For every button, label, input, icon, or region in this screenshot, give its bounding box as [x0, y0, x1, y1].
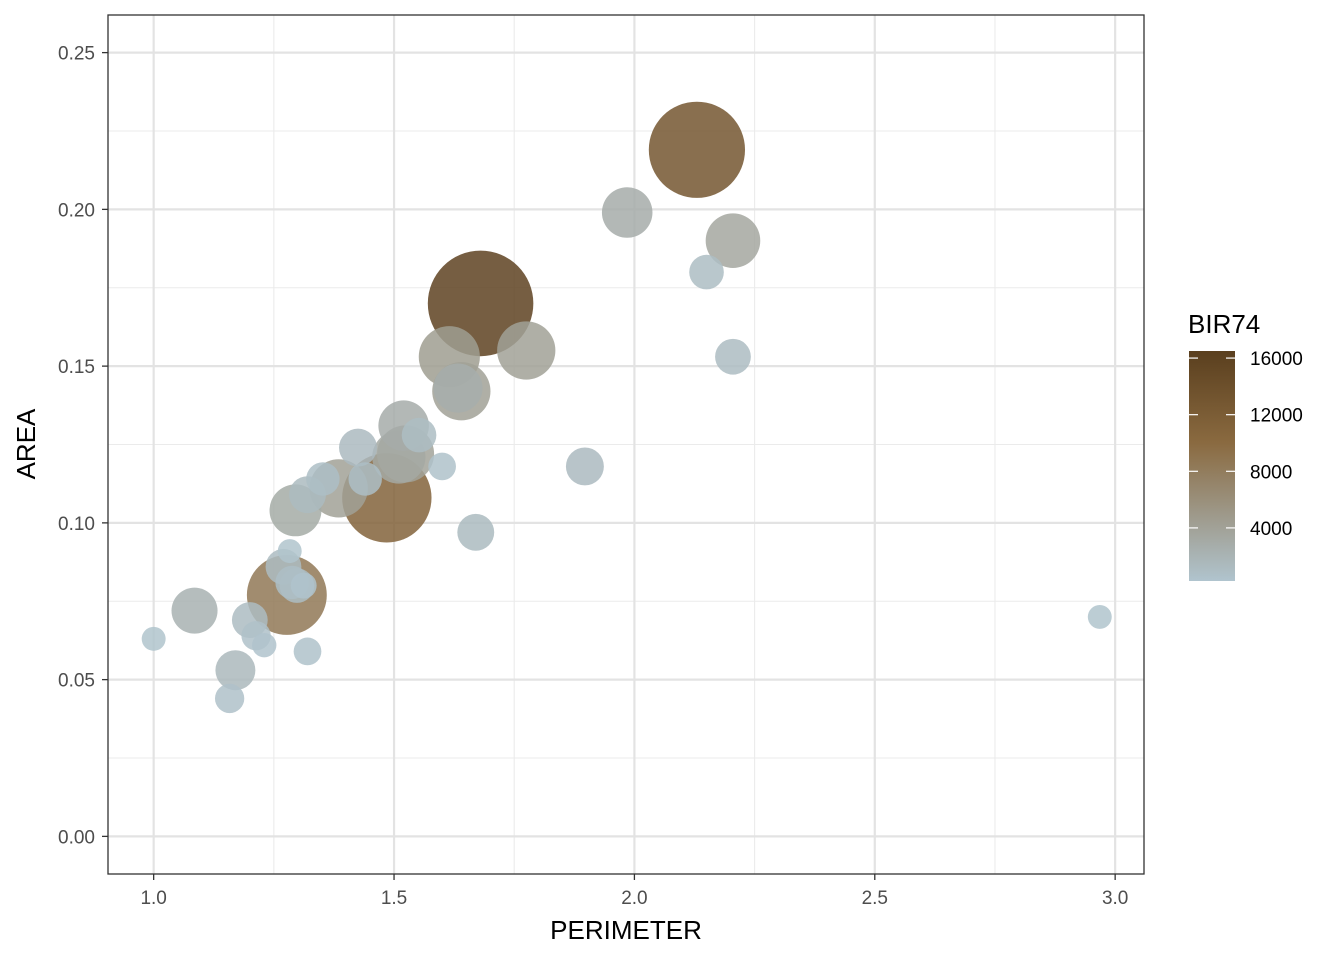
x-axis-title: PERIMETER [550, 915, 702, 945]
y-tick-label: 0.25 [58, 44, 95, 65]
legend-break-label: 16000 [1250, 349, 1303, 370]
y-tick-label: 0.15 [58, 357, 95, 378]
data-point [689, 254, 724, 290]
legend: BIR74 4000 8000 12000 16000 [1188, 309, 1303, 581]
data-point [306, 462, 340, 496]
data-point [277, 539, 302, 564]
data-point [348, 462, 382, 496]
legend-colorbar [1189, 351, 1235, 581]
data-point [1087, 604, 1112, 629]
data-point [214, 683, 245, 714]
x-tick-label: 2.0 [621, 888, 647, 909]
y-axis-title: AREA [11, 408, 41, 479]
data-point [497, 321, 556, 380]
x-tick-label: 1.5 [381, 888, 407, 909]
data-point [401, 417, 437, 453]
y-tick-label: 0.00 [58, 827, 95, 848]
legend-ticks: 4000 8000 12000 16000 [1189, 349, 1303, 540]
data-point [705, 213, 761, 269]
y-tick-label: 0.10 [58, 514, 95, 535]
data-point [565, 447, 604, 486]
y-tick-label: 0.20 [58, 200, 95, 221]
data-point [648, 101, 746, 198]
data-point [601, 187, 653, 238]
x-tick-label: 3.0 [1102, 888, 1128, 909]
data-point [141, 626, 166, 651]
plot-border [107, 14, 1145, 875]
legend-title: BIR74 [1188, 309, 1260, 339]
y-tick-label: 0.05 [58, 671, 95, 692]
y-axis: 0.00 0.05 0.10 0.15 0.20 0.25 [58, 44, 108, 848]
x-tick-label: 1.0 [140, 888, 166, 909]
data-point [457, 513, 495, 551]
data-point [290, 572, 317, 599]
legend-break-label: 8000 [1250, 462, 1292, 483]
data-points [141, 101, 1112, 714]
data-point [715, 338, 751, 375]
x-axis: 1.0 1.5 2.0 2.5 3.0 [140, 874, 1128, 909]
data-point [433, 363, 483, 413]
data-point [252, 632, 277, 658]
legend-break-label: 4000 [1250, 519, 1292, 540]
data-point [428, 452, 456, 481]
data-point [293, 637, 322, 666]
data-point [339, 428, 377, 467]
x-tick-label: 2.5 [862, 888, 888, 909]
legend-break-label: 12000 [1250, 406, 1303, 427]
data-point [171, 587, 218, 634]
data-point [215, 650, 256, 691]
